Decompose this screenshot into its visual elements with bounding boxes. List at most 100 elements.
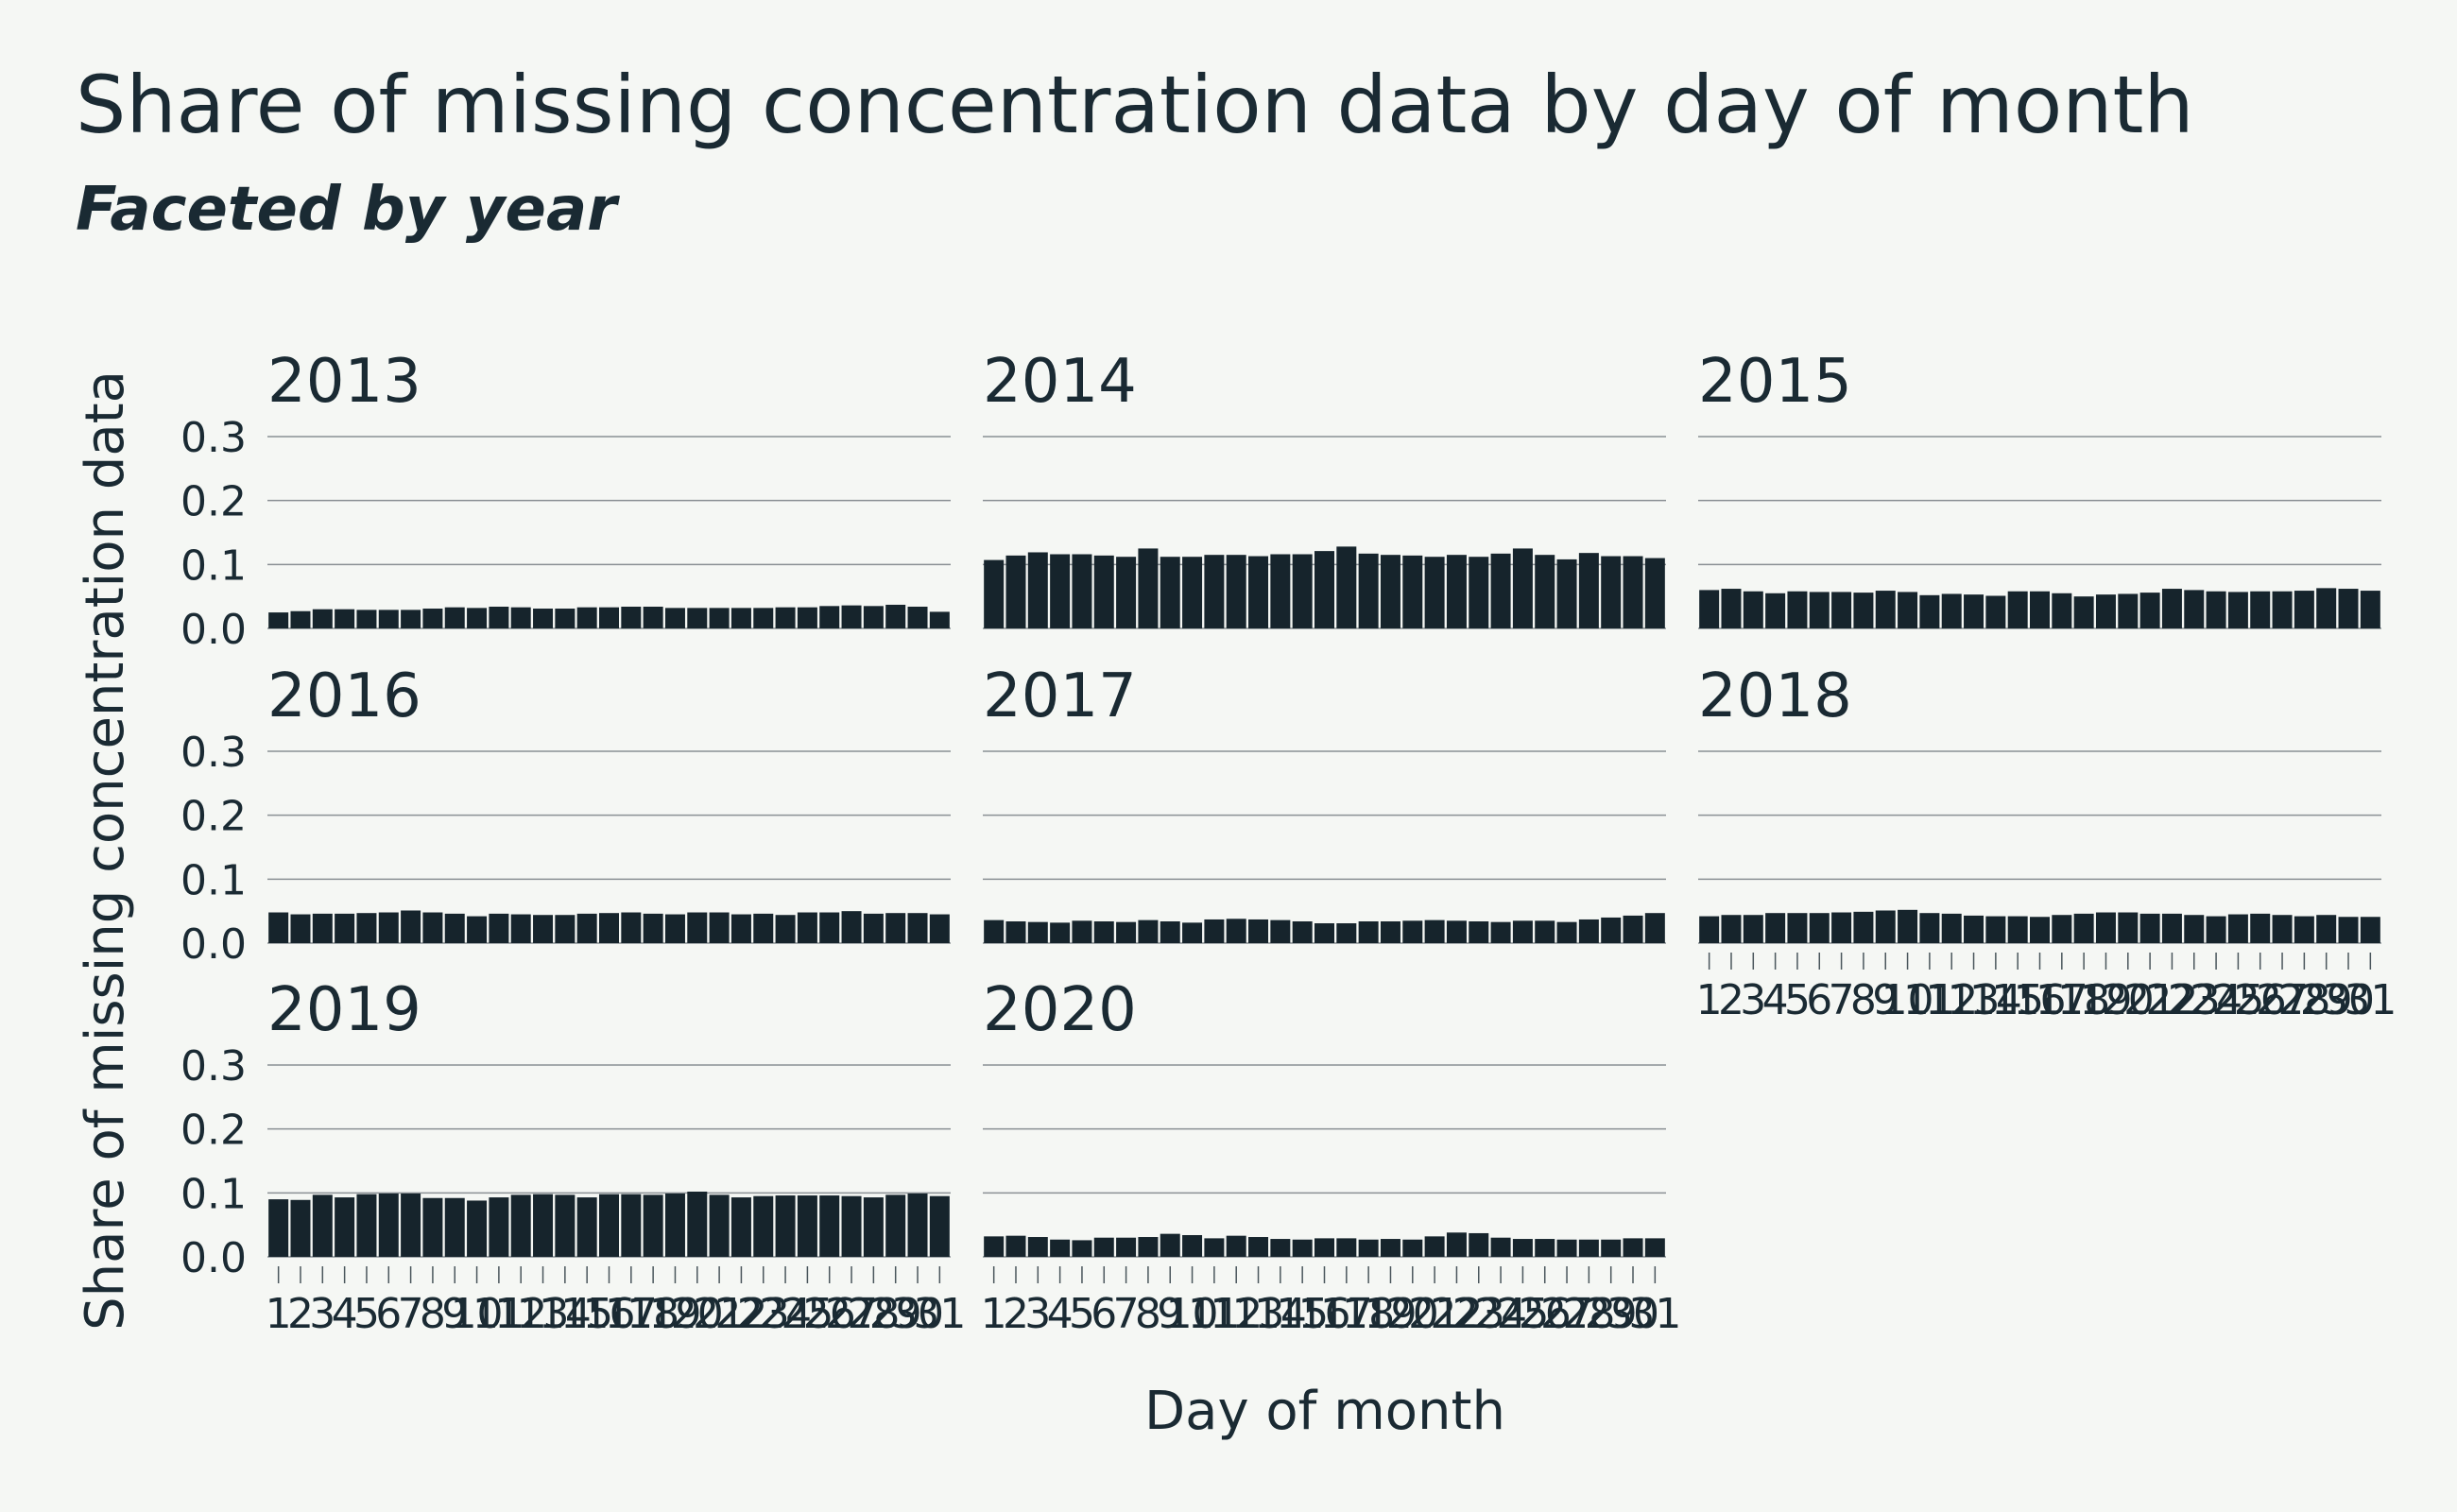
bar [1535,1239,1555,1257]
bar [1380,1239,1400,1257]
x-tick-label: 19 [648,1290,701,1338]
bar [664,608,685,628]
x-tick-label: 4 [1762,976,1789,1024]
x-tick-label: 10 [451,1290,504,1338]
bar [753,608,774,628]
x-tick-label: 14 [1969,976,2022,1024]
bar [1985,595,2006,628]
bar [1831,912,1852,943]
bar [2139,593,2160,628]
bar [1809,913,1830,943]
facet-title: 2018 [1698,662,1852,731]
x-tick-label: 16 [1298,1290,1351,1338]
bar [2360,917,2380,943]
bar [1402,555,1423,628]
bar [929,611,950,628]
bar [775,1195,796,1257]
bar [1623,915,1643,943]
x-tick-label: 11 [1903,976,1956,1024]
bar [489,1197,509,1257]
x-tick-label: 28 [847,1290,900,1338]
bar [1160,920,1180,943]
x-tick-label: 9 [1872,976,1899,1024]
y-tick-label: 0.2 [180,478,247,526]
x-tick-label: 23 [1452,1290,1505,1338]
bar [2052,593,2072,628]
bar [2338,589,2359,628]
bar [510,607,531,628]
x-tick-label: 27 [825,1290,878,1338]
x-tick-label: 7 [1113,1290,1140,1338]
bar [444,913,465,943]
x-tick-label: 28 [2277,976,2330,1024]
bar [2272,591,2293,628]
bar [907,606,928,628]
bar [378,912,399,943]
bar [730,1197,751,1257]
bar [312,913,333,943]
bar [599,1194,619,1257]
y-tick-label: 0.3 [180,729,247,777]
bar [1358,1239,1379,1257]
bar [268,612,289,628]
bar [1204,1238,1225,1257]
bar [1402,920,1423,943]
x-tick-label: 13 [1948,976,2001,1024]
bar [356,1194,377,1257]
bar [510,914,531,943]
x-tick-label: 3 [309,1290,335,1338]
bar [841,605,862,628]
bar [268,1199,289,1257]
bar [1226,555,1246,628]
x-tick-label: 25 [1496,1290,1549,1338]
bar [1314,1238,1334,1257]
x-tick-label: 12 [494,1290,547,1338]
bar [1875,910,1896,943]
bar [1721,589,1742,628]
x-tick-label: 18 [1342,1290,1395,1338]
y-tick-label: 0.3 [180,414,247,462]
bar [467,608,488,628]
bar [1116,557,1137,628]
x-tick-label: 28 [1562,1290,1615,1338]
x-tick-label: 16 [2014,976,2067,1024]
bar [1919,913,1940,943]
bar [1248,1237,1269,1257]
bar [1743,915,1763,943]
bar [1623,556,1643,628]
bar [576,607,597,628]
facet-title: 2020 [983,975,1137,1045]
x-tick-label: 29 [1585,1290,1638,1338]
x-tick-label: 14 [1254,1290,1307,1338]
bar [1919,594,1940,628]
bar [1469,557,1489,628]
bar [1446,555,1467,628]
bar [1875,591,1896,628]
bar [2161,913,2182,943]
x-tick-label: 11 [1188,1290,1241,1338]
bar [2030,591,2050,628]
bar [1050,922,1071,943]
bar [984,919,1005,943]
bar [1072,554,1092,628]
x-tick-label: 19 [1364,1290,1417,1338]
bar [1512,1239,1533,1257]
bar [687,608,708,628]
x-tick-label: 1 [1696,976,1723,1024]
bar [2073,913,2094,943]
bar [2250,913,2271,943]
x-tick-label: 7 [398,1290,424,1338]
y-tick-label: 0.1 [180,856,247,904]
y-tick-label: 0.1 [180,1170,247,1218]
x-tick-label: 14 [539,1290,592,1338]
bar [730,608,751,628]
y-tick-label: 0.2 [180,1107,247,1155]
x-tick-label: 30 [891,1290,944,1338]
bar [1336,1238,1357,1257]
bar [984,1236,1005,1257]
bar [1535,920,1555,943]
bar [1765,593,1786,628]
x-tick-label: 25 [781,1290,833,1338]
bar [268,912,289,943]
bar [2360,591,2380,628]
